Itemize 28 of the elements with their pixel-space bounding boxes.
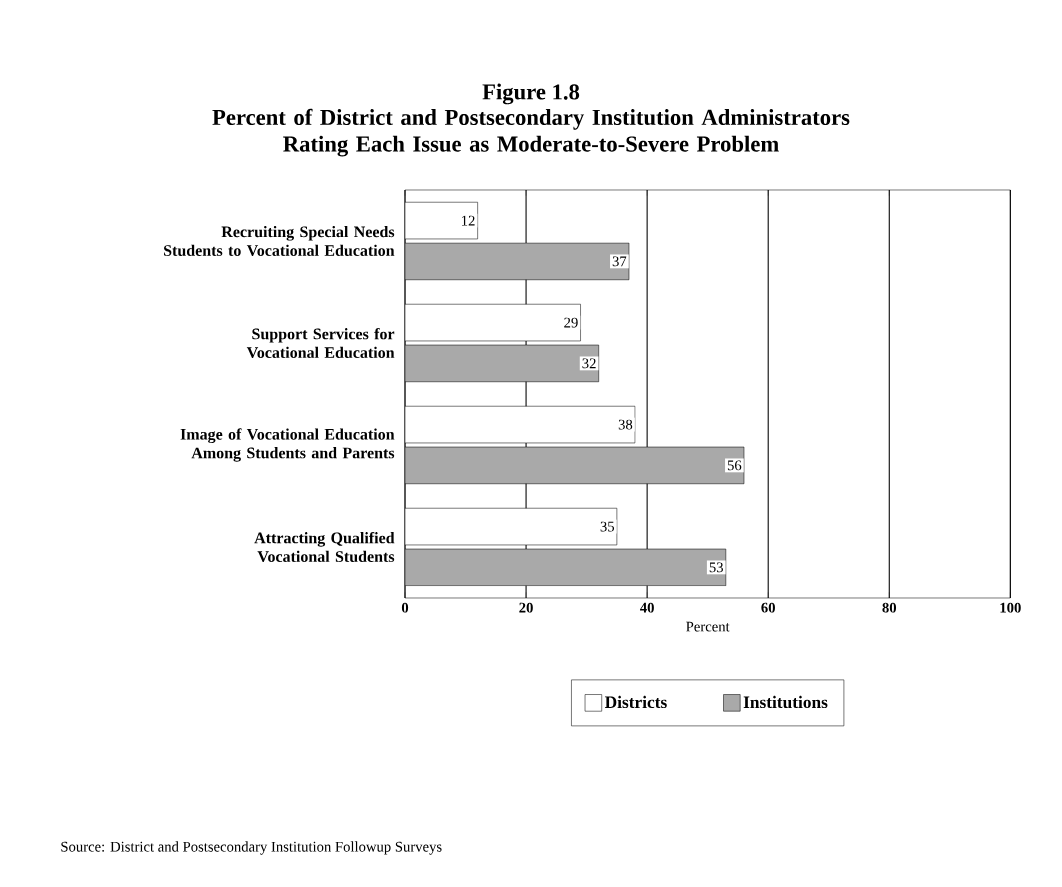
x-tick-label: 0	[401, 602, 409, 613]
bar	[405, 548, 727, 587]
x-axis-title: Percent	[686, 621, 730, 632]
x-tick-label: 40	[640, 602, 654, 613]
y-tick-label: Recruiting Special Needs Students to Vocational Education	[164, 225, 395, 257]
data-label: 56	[727, 460, 742, 471]
text: Districts	[604, 695, 667, 709]
bar	[405, 242, 630, 281]
y-tick-label: Attracting Qualified Vocational Students	[254, 531, 395, 563]
x-tick-label: 60	[761, 602, 775, 613]
source-note: Source: District and Postsecondary Institution Followup Surveys	[61, 841, 442, 855]
data-label: 35	[600, 521, 615, 532]
bar	[405, 344, 599, 383]
x-tick-label: 100	[1000, 602, 1021, 613]
x-tick-label: 80	[882, 602, 897, 613]
chart-title: Figure 1.8	[482, 83, 580, 105]
data-label: 12	[462, 215, 475, 226]
data-label: 32	[582, 358, 596, 369]
data-label: 53	[709, 562, 723, 573]
data-label: 38	[618, 419, 633, 430]
x-tick-label: 20	[519, 602, 533, 613]
legend-label: Institutions	[743, 695, 828, 709]
data-label: 37	[612, 256, 627, 267]
y-tick-label: Support Services for Vocational Education	[246, 327, 395, 359]
bar	[405, 446, 745, 485]
chart-subtitle: Percent of District and Postsecondary Institution Administrators Rating Each Issue as Moderate-to-Severe Problem	[212, 108, 850, 157]
y-tick-label: Image of Vocational Education Among Students and Parents	[180, 428, 395, 462]
data-label: 29	[564, 317, 578, 328]
